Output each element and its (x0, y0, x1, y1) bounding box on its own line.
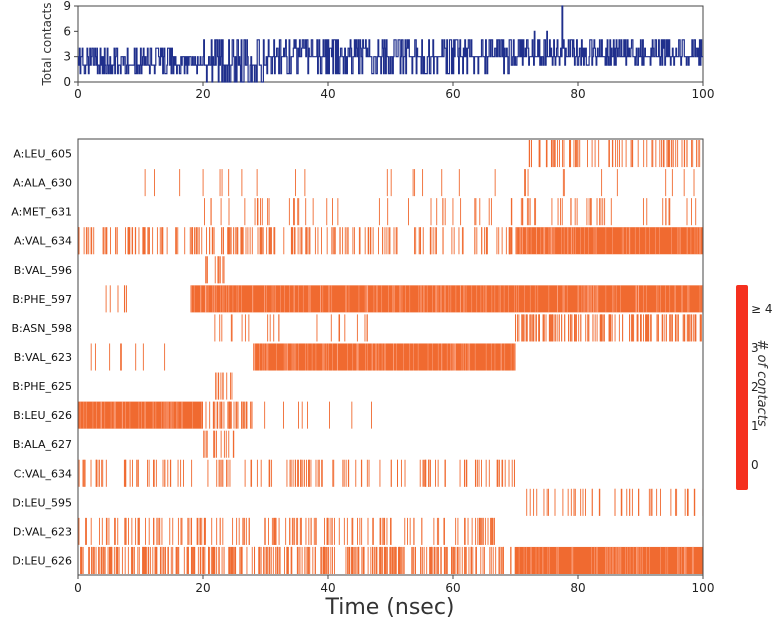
heatmap-xtick-label: 40 (320, 581, 335, 595)
heatmap-row (214, 314, 702, 342)
heatmap-xtick-label: 20 (195, 581, 210, 595)
heatmap-xlabel: Time (nsec) (324, 595, 454, 620)
top-ytick-label: 6 (63, 24, 71, 38)
contact-block (253, 343, 516, 371)
top-plot-frame (77, 5, 704, 83)
heatmap-row (78, 459, 515, 487)
top-ytick-label: 9 (63, 0, 71, 13)
heatmap-row (205, 256, 225, 284)
colorbar-bar (736, 285, 748, 490)
heatmap-row (77, 227, 703, 255)
top-ytick-label: 3 (63, 50, 71, 64)
top-xtick-label: 60 (445, 87, 460, 101)
heatmap-row (78, 517, 495, 545)
residue-label: B:ALA_627 (13, 438, 72, 451)
colorbar-label: # of contacts (754, 339, 769, 426)
residue-label: B:VAL_596 (14, 264, 72, 277)
top-xtick-label: 0 (74, 87, 82, 101)
residue-label: A:MET_631 (11, 206, 72, 219)
contact-block (190, 285, 703, 313)
heatmap-row (90, 343, 516, 371)
top-ytick-label: 0 (63, 75, 71, 89)
heatmap-xtick-label: 100 (692, 581, 715, 595)
total-contacts-line (78, 5, 703, 83)
heatmap-row (526, 488, 704, 516)
colorbar-tick-label: 1 (751, 419, 759, 433)
residue-label: B:VAL_623 (14, 351, 72, 364)
heatmap-row (215, 372, 233, 400)
heatmap-row (528, 140, 701, 168)
residue-label: B:LEU_626 (13, 409, 72, 422)
contact-heatmap: A:LEU_605 A:ALA_630 A:MET_631 A:VAL_634 B:VA… (11, 138, 715, 620)
residue-label: D:VAL_623 (13, 525, 72, 538)
heatmap-row (203, 430, 235, 458)
total-contacts-plot: 0 20 40 60 80 100 0 3 6 9 Total contacts (40, 0, 714, 101)
heatmap-xtick-label: 0 (74, 581, 82, 595)
colorbar: ≥ 4 3 2 1 0 # of contacts (736, 285, 773, 490)
top-xtick-label: 100 (692, 87, 715, 101)
heatmap-frame (77, 138, 704, 576)
residue-label: A:LEU_605 (13, 148, 72, 161)
colorbar-tick-label: 3 (751, 341, 759, 355)
heatmap-row (204, 198, 697, 226)
residue-label: A:ALA_630 (13, 177, 72, 190)
colorbar-tick-label: 0 (751, 458, 759, 472)
heatmap-xtick-label: 80 (570, 581, 585, 595)
residue-label: B:PHE_597 (12, 293, 72, 306)
residue-label: B:PHE_625 (12, 380, 72, 393)
colorbar-tick-label: ≥ 4 (751, 302, 773, 316)
residue-label: D:LEU_626 (12, 554, 72, 567)
heatmap-row (80, 546, 703, 574)
heatmap-row (77, 401, 372, 429)
residue-label: B:ASN_598 (12, 322, 72, 335)
top-ylabel: Total contacts (40, 3, 54, 87)
top-xtick-label: 80 (570, 87, 585, 101)
heatmap-row (144, 169, 695, 197)
colorbar-tick-label: 2 (751, 380, 759, 394)
heatmap-xtick-label: 60 (445, 581, 460, 595)
residue-label: C:VAL_634 (14, 467, 72, 480)
heatmap-row (105, 285, 703, 313)
residue-label: A:VAL_634 (14, 235, 72, 248)
top-xtick-label: 20 (195, 87, 210, 101)
top-xtick-label: 40 (320, 87, 335, 101)
contact-block (78, 401, 203, 429)
contact-block (515, 227, 703, 255)
residue-label: D:LEU_595 (12, 496, 72, 509)
